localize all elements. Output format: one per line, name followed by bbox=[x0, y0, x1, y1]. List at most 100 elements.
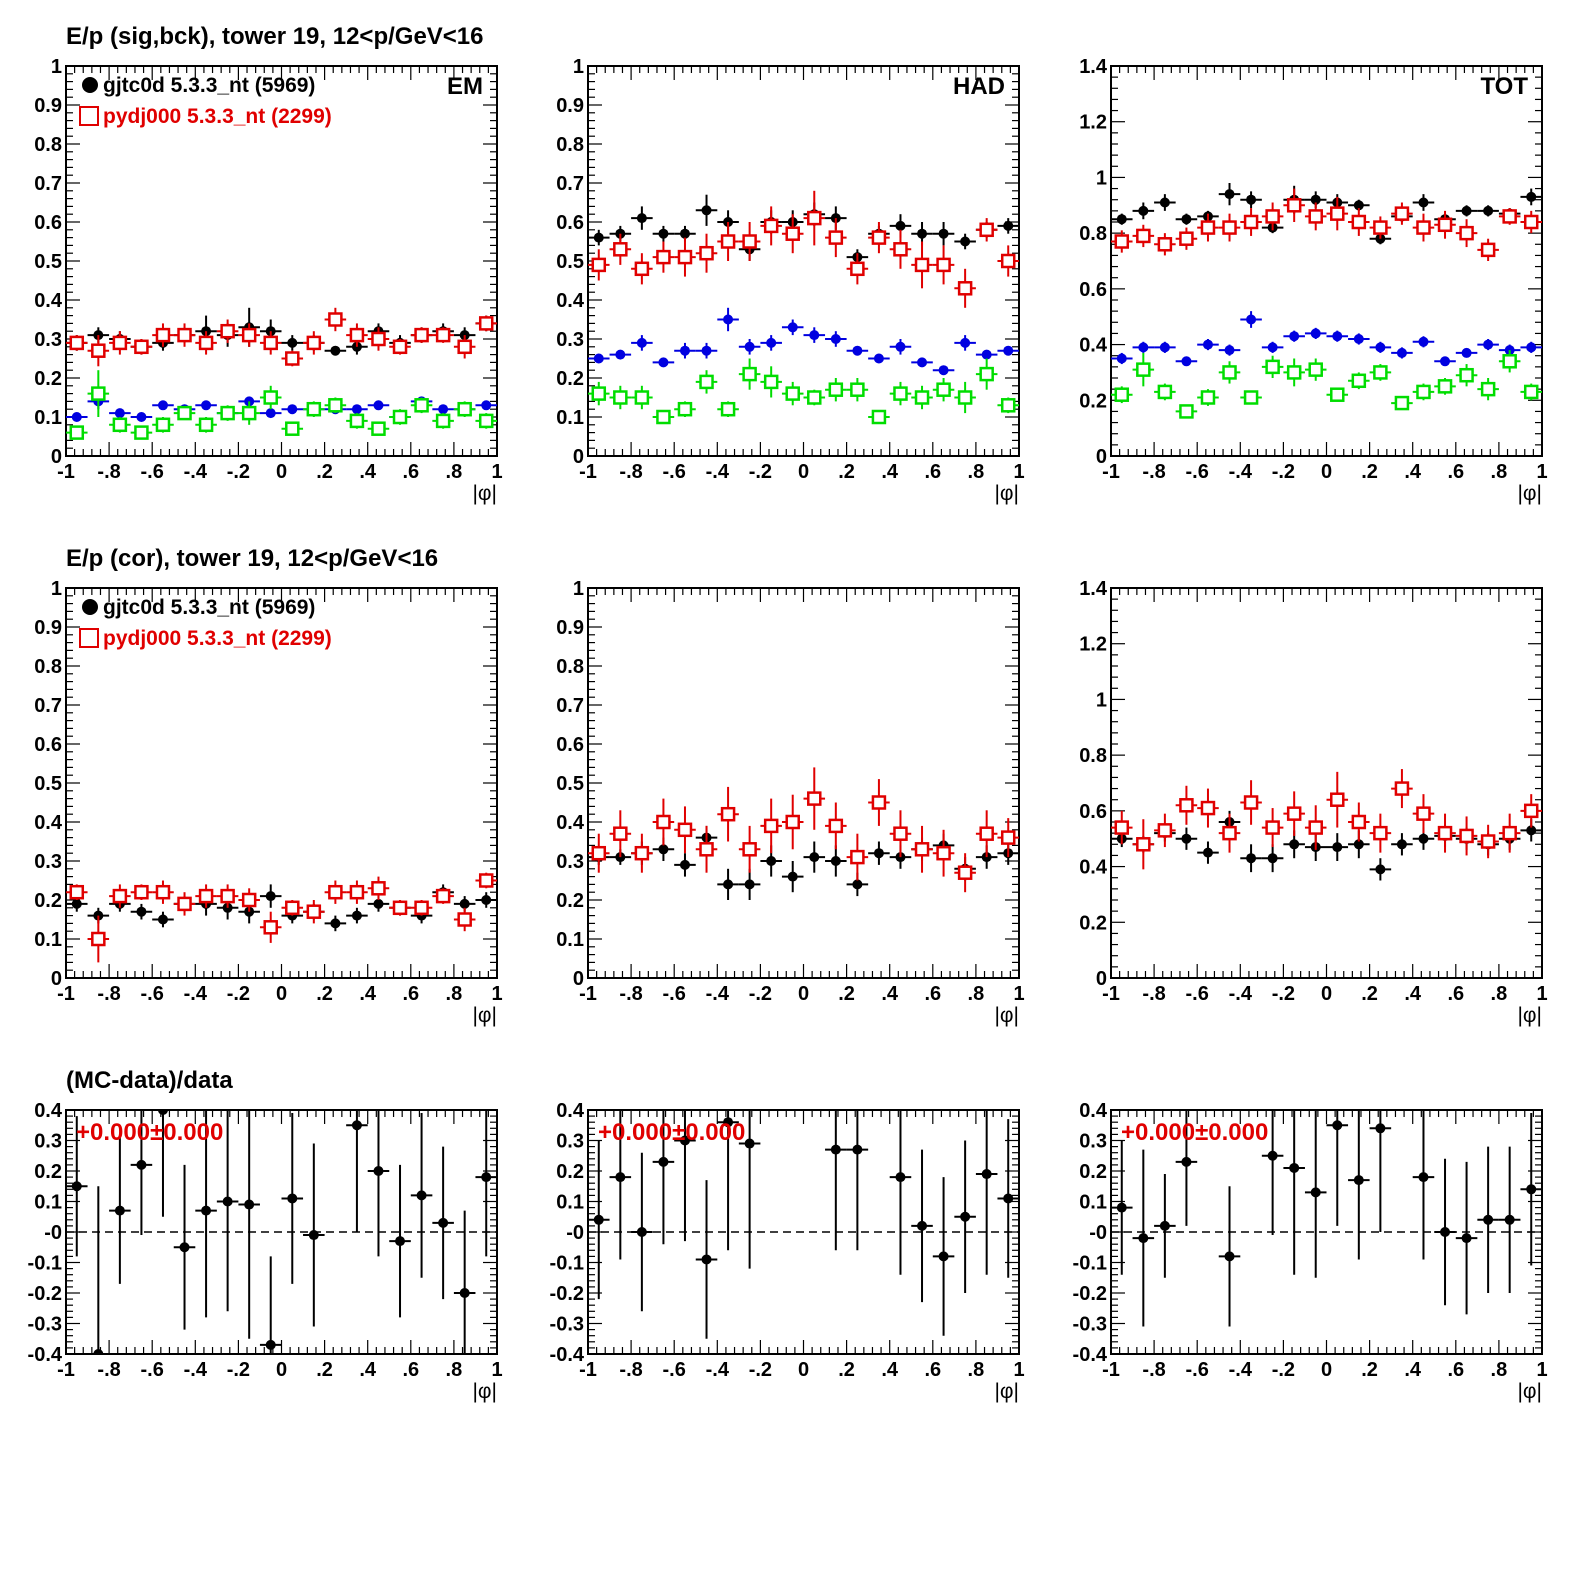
data-point bbox=[1375, 342, 1386, 353]
data-point bbox=[1136, 228, 1151, 244]
data-point bbox=[265, 408, 276, 419]
x-tick-label: .6 bbox=[1447, 461, 1464, 483]
x-tick-label: .4 bbox=[1404, 1359, 1422, 1381]
data-point bbox=[1000, 830, 1016, 845]
x-tick-label: -1 bbox=[579, 1359, 597, 1381]
data-point bbox=[917, 357, 928, 368]
x-tick-label: .2 bbox=[316, 983, 333, 1005]
y-tick-label: 0 bbox=[51, 968, 62, 990]
data-point bbox=[263, 920, 278, 935]
data-point bbox=[392, 409, 408, 425]
y-tick-label: 0.6 bbox=[556, 212, 584, 234]
data-point bbox=[1286, 365, 1302, 380]
y-tick-label: 0.6 bbox=[1079, 801, 1107, 823]
data-point bbox=[1418, 197, 1429, 208]
data-point bbox=[134, 339, 149, 355]
data-point bbox=[830, 856, 841, 866]
data-point bbox=[177, 405, 192, 421]
data-point bbox=[1332, 331, 1343, 342]
series-data bbox=[66, 1110, 497, 1354]
data-point bbox=[763, 218, 779, 234]
data-point bbox=[828, 382, 844, 397]
data-point bbox=[134, 884, 149, 900]
data-point bbox=[895, 341, 906, 352]
data-point bbox=[1523, 803, 1539, 819]
data-point bbox=[785, 814, 800, 830]
data-point bbox=[1246, 853, 1257, 864]
data-point bbox=[701, 345, 712, 356]
data-point bbox=[1202, 339, 1213, 350]
y-tick-label: 0.6 bbox=[556, 734, 584, 756]
data-point bbox=[177, 327, 192, 343]
y-tick-label: -0.3 bbox=[28, 1314, 62, 1336]
x-tick-label: -.8 bbox=[97, 1359, 120, 1381]
x-tick-label: .8 bbox=[446, 461, 463, 483]
data-point bbox=[893, 826, 908, 841]
data-point bbox=[658, 844, 669, 855]
x-tick-label: .4 bbox=[881, 983, 899, 1005]
data-point bbox=[1353, 1175, 1364, 1186]
data-point bbox=[742, 842, 757, 857]
data-point bbox=[241, 327, 257, 343]
data-point bbox=[766, 337, 777, 348]
y-tick-label: 1 bbox=[51, 56, 62, 78]
data-point bbox=[373, 898, 384, 909]
data-point bbox=[830, 334, 841, 344]
data-point bbox=[1116, 353, 1127, 364]
series-mc bbox=[588, 767, 1019, 893]
data-point bbox=[1179, 231, 1194, 246]
data-point bbox=[1310, 328, 1321, 339]
x-tick-label: -.4 bbox=[184, 461, 208, 483]
x-axis-label: |φ| bbox=[994, 1004, 1019, 1027]
data-point bbox=[1179, 798, 1194, 813]
data-point bbox=[957, 281, 973, 296]
data-point bbox=[1330, 792, 1345, 807]
data-point bbox=[1159, 197, 1170, 208]
data-point bbox=[328, 884, 343, 900]
legend-data-label: gjtc0d 5.3.3_nt (5969) bbox=[103, 596, 315, 619]
data-point bbox=[1136, 362, 1151, 377]
data-point bbox=[1394, 206, 1410, 221]
data-point bbox=[957, 865, 973, 880]
data-point bbox=[1396, 839, 1407, 850]
data-point bbox=[615, 1172, 626, 1183]
data-point bbox=[1310, 194, 1321, 205]
data-point bbox=[914, 390, 930, 405]
data-point bbox=[679, 1135, 690, 1146]
x-tick-label: -.6 bbox=[141, 983, 164, 1005]
data-point bbox=[591, 845, 607, 861]
data-point bbox=[201, 400, 212, 411]
data-point bbox=[478, 873, 494, 888]
series-blue bbox=[1111, 311, 1542, 367]
x-tick-label: 1 bbox=[1013, 461, 1024, 483]
data-point bbox=[136, 1159, 147, 1170]
data-point bbox=[960, 1211, 971, 1222]
data-point bbox=[1526, 825, 1537, 836]
legend-mc-marker bbox=[79, 628, 99, 648]
data-point bbox=[636, 213, 647, 224]
data-point bbox=[720, 806, 736, 822]
data-point bbox=[938, 365, 949, 376]
data-point bbox=[435, 327, 451, 343]
data-point bbox=[723, 314, 734, 325]
data-point bbox=[1440, 1227, 1451, 1237]
data-point bbox=[1483, 1214, 1494, 1225]
y-tick-label: 0.4 bbox=[1079, 1100, 1108, 1122]
data-point bbox=[852, 879, 863, 890]
data-point bbox=[679, 228, 690, 239]
x-tick-label: -.4 bbox=[706, 461, 730, 483]
data-point bbox=[1157, 384, 1173, 400]
data-point bbox=[330, 918, 341, 929]
data-point bbox=[634, 261, 650, 277]
data-point bbox=[852, 1144, 863, 1155]
data-point bbox=[1373, 365, 1388, 380]
data-point bbox=[457, 401, 472, 417]
x-tick-label: .8 bbox=[968, 461, 985, 483]
x-tick-label: -.2 bbox=[227, 461, 250, 483]
data-point bbox=[850, 382, 865, 397]
data-point bbox=[1526, 342, 1537, 353]
x-tick-label: .2 bbox=[1361, 461, 1378, 483]
data-point bbox=[1000, 253, 1016, 269]
data-point bbox=[1000, 398, 1016, 413]
